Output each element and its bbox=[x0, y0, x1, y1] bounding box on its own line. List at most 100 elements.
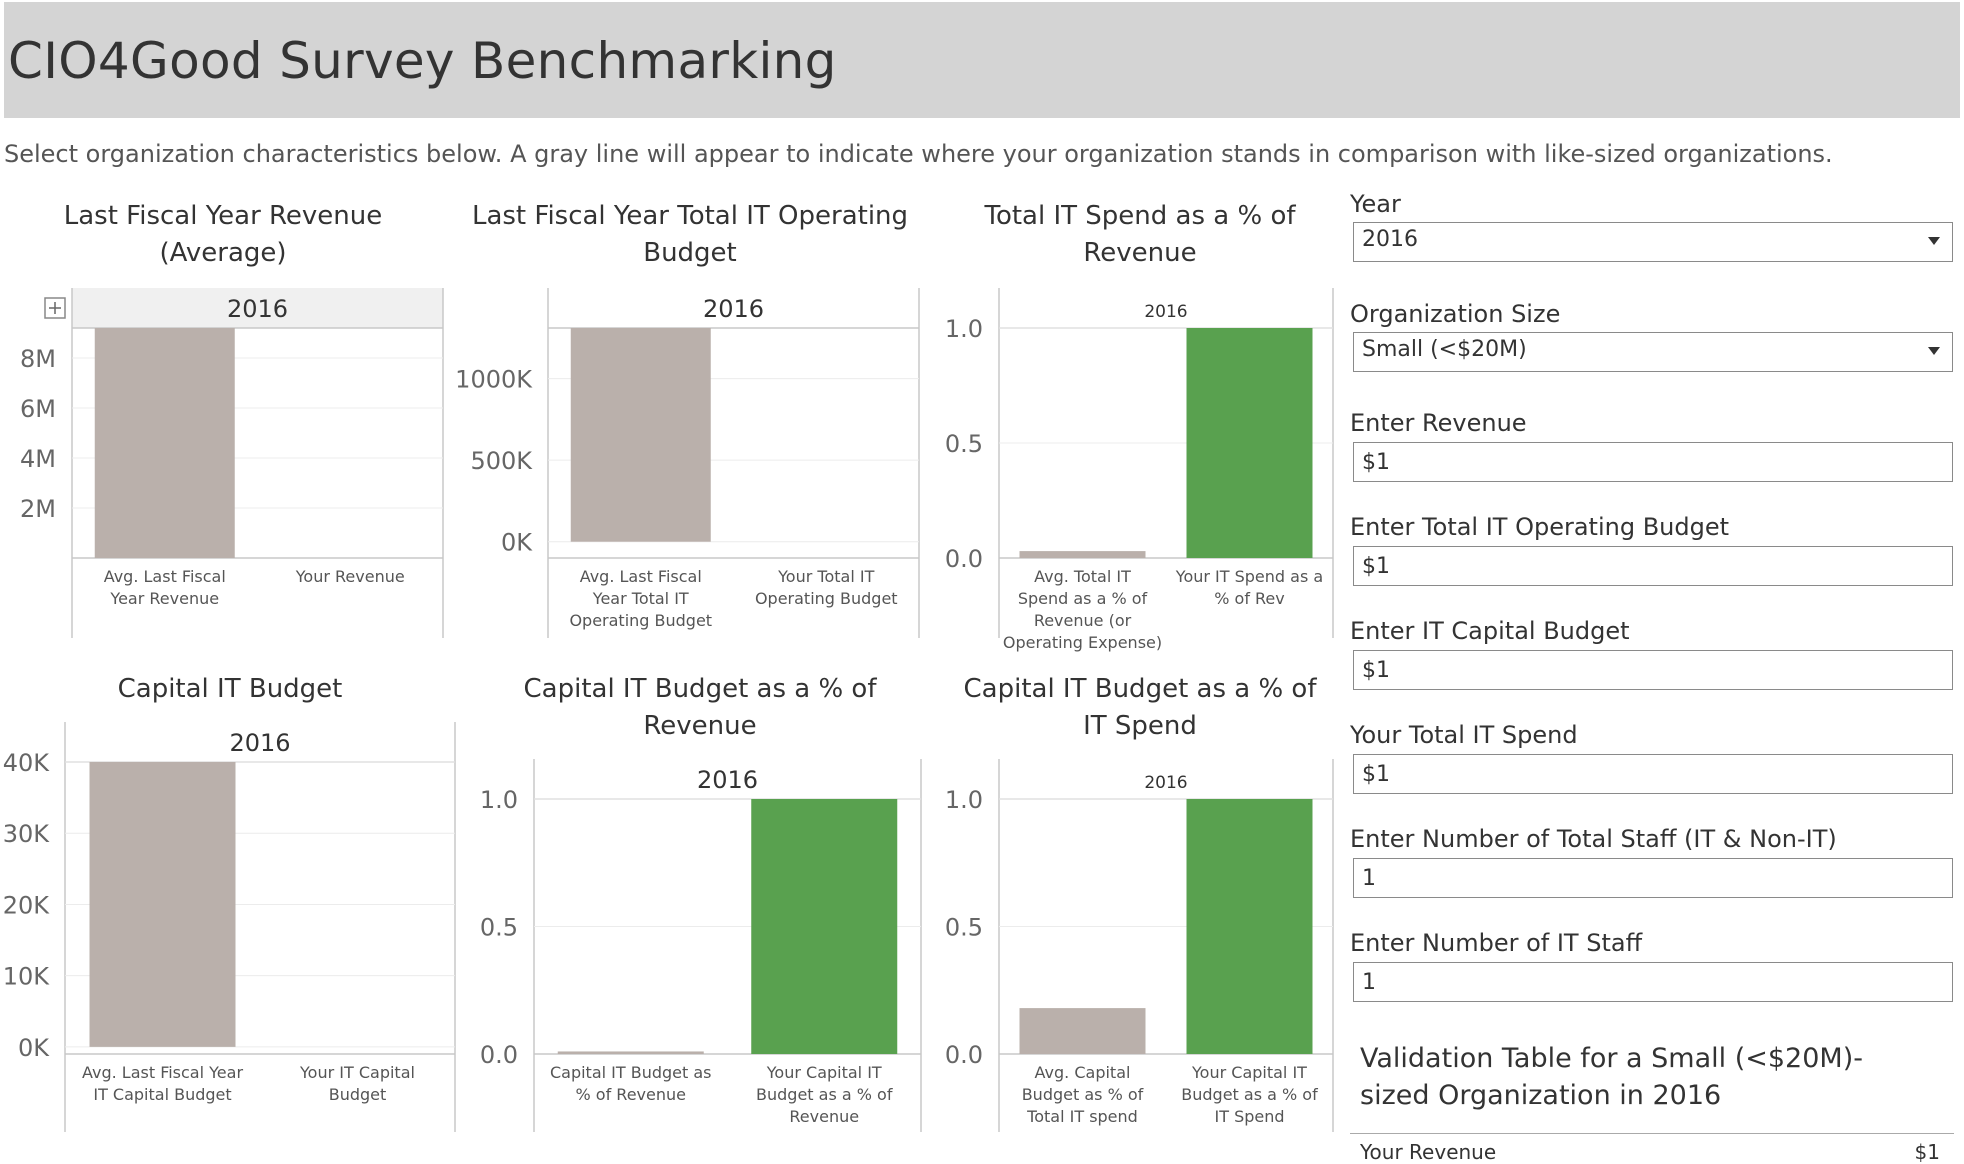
chart-category-label: Your Total IT bbox=[777, 567, 874, 586]
chart-column-header bbox=[548, 288, 919, 328]
chart-category-label: IT Spend bbox=[1214, 1107, 1284, 1126]
org-size-dropdown-value: Small (<$20M) bbox=[1362, 337, 1527, 362]
chart-bar-average bbox=[1019, 1008, 1146, 1054]
chart-category-label: Budget bbox=[329, 1085, 387, 1104]
chart-column-header bbox=[534, 759, 921, 799]
chart-category-label: Your Capital IT bbox=[1191, 1063, 1307, 1082]
chart-y-tick-label: 0.5 bbox=[945, 914, 983, 942]
chart-y-tick-label: 500K bbox=[470, 447, 533, 475]
chart-column-header-label: 2016 bbox=[1144, 302, 1187, 322]
validation-table-title: Validation Table for a Small (<$20M)-siz… bbox=[1360, 1043, 1863, 1111]
chart-bar-average bbox=[94, 328, 235, 558]
total-it-spend-input[interactable] bbox=[1353, 754, 1953, 794]
chart-title-revenue: Last Fiscal Year Revenue (Average) bbox=[63, 201, 383, 268]
chart-category-label: Your Capital IT bbox=[766, 1063, 882, 1082]
chart-category-label: % of Rev bbox=[1214, 589, 1285, 608]
chart-category-label: Avg. Last Fiscal Year bbox=[82, 1063, 243, 1082]
chart-column-header bbox=[999, 759, 1333, 799]
chart-category-label: % of Revenue bbox=[576, 1085, 686, 1104]
chart-bar-yours bbox=[1186, 328, 1313, 558]
chart-category-label: Budget as a % of bbox=[756, 1085, 893, 1104]
chart-y-tick-label: 20K bbox=[3, 891, 51, 919]
chart-y-tick-label: 0K bbox=[501, 529, 533, 557]
chart-category-label: Your Revenue bbox=[295, 567, 405, 586]
chart-column-header-label: 2016 bbox=[697, 766, 758, 794]
chart-category-label: Operating Budget bbox=[755, 589, 898, 608]
year-dropdown-value: 2016 bbox=[1362, 227, 1418, 252]
chart-y-tick-label: 8M bbox=[20, 345, 56, 373]
validation-row-value: $1 bbox=[1914, 1140, 1940, 1164]
chart-category-label: IT Capital Budget bbox=[93, 1085, 231, 1104]
revenue-label: Enter Revenue bbox=[1350, 409, 1527, 437]
chart-column-header bbox=[999, 288, 1333, 328]
chart-column-header-label: 2016 bbox=[1144, 773, 1187, 793]
total-staff-input[interactable] bbox=[1353, 858, 1953, 898]
it-staff-input[interactable] bbox=[1353, 962, 1953, 1002]
year-label: Year bbox=[1350, 190, 1401, 218]
chart-category-label: Revenue (or bbox=[1034, 611, 1132, 630]
chart-column-header-label: 2016 bbox=[227, 295, 288, 323]
it-operating-budget-input[interactable] bbox=[1353, 546, 1953, 586]
page-subtitle: Select organization characteristics belo… bbox=[4, 140, 1833, 168]
chart-y-tick-label: 1.0 bbox=[945, 786, 983, 814]
chart-category-label: Your IT Capital bbox=[299, 1063, 415, 1082]
chart-y-tick-label: 0.5 bbox=[945, 430, 983, 458]
chart-y-tick-label: 2M bbox=[20, 495, 56, 523]
chart-y-tick-label: 0.0 bbox=[480, 1041, 518, 1069]
chart-category-label: Operating Expense) bbox=[1003, 633, 1162, 652]
chart-y-tick-label: 4M bbox=[20, 445, 56, 473]
chart-category-label: Budget as a % of bbox=[1181, 1085, 1318, 1104]
chart-bar-average bbox=[89, 762, 236, 1047]
chart-y-tick-label: 0.0 bbox=[945, 1041, 983, 1069]
chart-y-tick-label: 0K bbox=[18, 1034, 50, 1062]
chart-bar-average bbox=[557, 1051, 704, 1054]
chart-category-label: Revenue bbox=[789, 1107, 859, 1126]
revenue-input[interactable] bbox=[1353, 442, 1953, 482]
chart-category-label: Your IT Spend as a bbox=[1175, 567, 1323, 586]
chart-column-header-label: 2016 bbox=[229, 729, 290, 757]
chart-title-capital-pct-it-spend: Capital IT Budget as a % of IT Spend bbox=[963, 674, 1317, 741]
chart-category-label: Avg. Capital bbox=[1035, 1063, 1131, 1082]
chart-bar-yours bbox=[751, 799, 898, 1054]
benchmark-charts: 2016 2M 4M 6M 8M Avg. Last Fiscal Year Revenue… bbox=[3, 288, 1334, 1132]
header-banner: CIO4Good Survey Benchmarking bbox=[4, 2, 1960, 118]
chart-y-tick-label: 1.0 bbox=[945, 315, 983, 343]
chart-category-label: Spend as a % of bbox=[1018, 589, 1148, 608]
chevron-down-icon bbox=[1928, 237, 1940, 245]
chart-title-it-operating-budget: Last Fiscal Year Total IT Operating Budg… bbox=[471, 201, 909, 268]
chart-column-header-label: 2016 bbox=[703, 295, 764, 323]
chart-bar-average bbox=[1019, 551, 1146, 558]
it-capital-budget-label: Enter IT Capital Budget bbox=[1350, 617, 1630, 645]
chart-y-tick-label: 10K bbox=[3, 963, 51, 991]
chart-y-tick-label: 1000K bbox=[455, 366, 533, 394]
chart-category-label: Avg. Last Fiscal bbox=[580, 567, 702, 586]
chart-y-tick-label: 0.5 bbox=[480, 914, 518, 942]
chart-category-label: Capital IT Budget as bbox=[550, 1063, 712, 1082]
chart-bar-yours bbox=[1186, 799, 1313, 1054]
chart-bar-average bbox=[570, 328, 711, 542]
org-size-dropdown[interactable]: Small (<$20M) bbox=[1353, 332, 1953, 372]
chart-column-header bbox=[72, 288, 443, 328]
year-dropdown[interactable]: 2016 bbox=[1353, 222, 1953, 262]
chart-y-tick-label: 6M bbox=[20, 395, 56, 423]
table-row: Your Revenue $1 bbox=[1350, 1133, 1954, 1164]
chart-y-tick-label: 40K bbox=[3, 749, 51, 777]
filter-panel: Year 2016 Organization Size Small (<$20M… bbox=[1350, 0, 1964, 1164]
chart-y-tick-label: 30K bbox=[3, 820, 51, 848]
chart-title-capital-it-budget: Capital IT Budget bbox=[117, 674, 343, 704]
validation-row-label: Your Revenue bbox=[1360, 1140, 1497, 1164]
it-capital-budget-input[interactable] bbox=[1353, 650, 1953, 690]
chart-y-tick-label: 0.0 bbox=[945, 545, 983, 573]
total-it-spend-label: Your Total IT Spend bbox=[1350, 721, 1578, 749]
chart-title-it-spend-pct: Total IT Spend as a % of Revenue bbox=[984, 201, 1296, 268]
total-staff-label: Enter Number of Total Staff (IT & Non-IT… bbox=[1350, 825, 1837, 853]
chart-category-label: Budget as % of bbox=[1022, 1085, 1144, 1104]
chart-category-label: Avg. Total IT bbox=[1034, 567, 1131, 586]
chevron-down-icon bbox=[1928, 347, 1940, 355]
org-size-label: Organization Size bbox=[1350, 300, 1561, 328]
it-operating-budget-label: Enter Total IT Operating Budget bbox=[1350, 513, 1730, 541]
chart-title-capital-pct-revenue: Capital IT Budget as a % of Revenue bbox=[523, 674, 877, 741]
chart-y-tick-label: 1.0 bbox=[480, 786, 518, 814]
chart-category-label: Avg. Last Fiscal bbox=[104, 567, 226, 586]
page-title: CIO4Good Survey Benchmarking bbox=[8, 32, 837, 90]
